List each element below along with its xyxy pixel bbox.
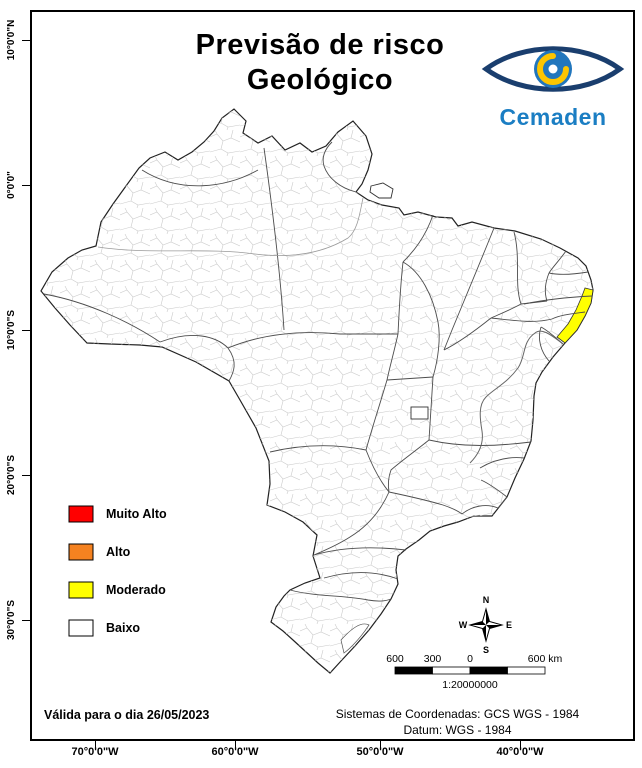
compass-south-label: S [483, 645, 489, 655]
compass-north-label: N [483, 595, 490, 605]
legend-swatch-baixo [68, 619, 94, 637]
legend-label-moderado: Moderado [106, 583, 166, 597]
scale-ratio: 1:20000000 [442, 679, 498, 691]
coordinate-system-text: Sistemas de Coordenadas: GCS WGS - 1984 [335, 707, 580, 721]
legend-item-muito-alto: Muito Alto [68, 505, 167, 523]
risk-region-moderado [556, 287, 594, 344]
latitude-tick [22, 40, 30, 41]
title-line-2: Geológico [246, 64, 394, 96]
risk-legend: Muito Alto Alto Moderado Baixo [68, 505, 167, 637]
distrito-federal-outline [410, 406, 429, 420]
validity-date: Válida para o dia 26/05/2023 [44, 708, 210, 722]
lon-label-60w: 60°0'0"W [211, 746, 259, 758]
scale-label-600-right: 600 km [528, 653, 563, 665]
legend-label-muito-alto: Muito Alto [106, 507, 167, 521]
lon-label-40w: 40°0'0"W [496, 746, 544, 758]
marajo-island [369, 182, 394, 199]
legend-label-baixo: Baixo [106, 621, 141, 635]
scale-label-300: 300 [424, 653, 442, 665]
cemaden-logo-text: Cemaden [499, 104, 607, 130]
lat-label-10n: 10°0'0"N [6, 19, 17, 61]
lat-label-0: 0°0'0" [6, 171, 17, 199]
compass-rose: N S W E [456, 592, 516, 661]
rivers [97, 197, 564, 464]
lat-label-20s: 20°0'0"S [6, 454, 17, 496]
scale-label-0: 0 [467, 653, 473, 665]
state-boundaries [43, 141, 593, 602]
coordinate-system-block: Sistemas de Coordenadas: GCS WGS - 1984 … [335, 706, 580, 738]
scale-label-600-left: 600 [386, 653, 404, 665]
compass-west-label: W [459, 620, 468, 630]
legend-item-baixo: Baixo [68, 619, 167, 637]
country-outline [40, 108, 594, 674]
lon-label-70w: 70°0'0"W [71, 746, 119, 758]
legend-item-moderado: Moderado [68, 581, 167, 599]
legend-label-alto: Alto [106, 545, 131, 559]
longitude-tick [95, 741, 96, 748]
scale-bar: 600 300 0 600 km 1:20000000 [380, 650, 580, 699]
lat-label-30s: 30°0'0"S [6, 599, 17, 641]
latitude-tick [22, 330, 30, 331]
longitude-tick [235, 741, 236, 748]
lat-label-10s: 10°0'0"S [6, 309, 17, 351]
latitude-tick [22, 475, 30, 476]
legend-swatch-moderado [68, 581, 94, 599]
cemaden-logo: Cemaden [478, 40, 628, 131]
longitude-tick [380, 741, 381, 748]
latitude-tick [22, 620, 30, 621]
page-title: Previsão de risco Geológico [130, 28, 510, 98]
longitude-tick [520, 741, 521, 748]
title-line-1: Previsão de risco [195, 29, 445, 61]
compass-rose-icon: N S W E [459, 595, 512, 655]
lagoa-dos-patos [340, 623, 370, 654]
datum-text: Datum: WGS - 1984 [403, 723, 512, 737]
compass-east-label: E [506, 620, 512, 630]
lon-label-50w: 50°0'0"W [356, 746, 404, 758]
legend-swatch-muito-alto [68, 505, 94, 523]
legend-swatch-alto [68, 543, 94, 561]
legend-item-alto: Alto [68, 543, 167, 561]
latitude-tick [22, 185, 30, 186]
cemaden-eye-icon [481, 46, 625, 92]
